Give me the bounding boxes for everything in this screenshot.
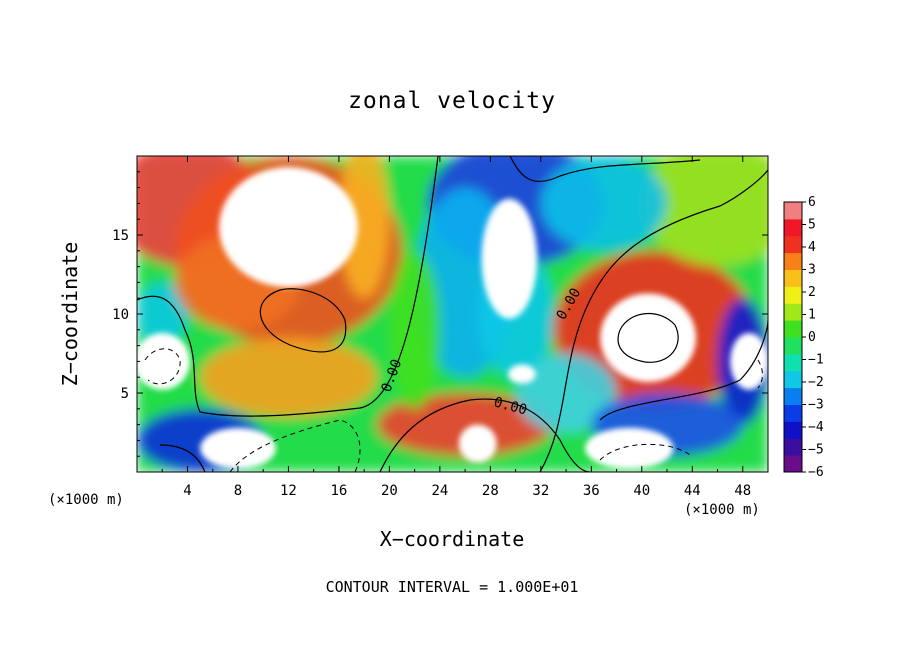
colorbar-tick-label: 3 bbox=[808, 263, 816, 278]
colorbar-tick-label: 6 bbox=[808, 195, 816, 210]
colorbar-tick-label: −6 bbox=[808, 465, 824, 480]
colorbar-tick-label: −5 bbox=[808, 443, 824, 458]
colorbar-swatch bbox=[784, 455, 802, 473]
x-tick-label: 48 bbox=[734, 483, 751, 499]
colorbar-tick-label: 0 bbox=[808, 330, 816, 345]
y-tick-label: 5 bbox=[121, 386, 129, 402]
colorbar-swatch bbox=[784, 353, 802, 372]
chart-title: zonal velocity bbox=[348, 88, 556, 114]
contour-line bbox=[379, 398, 591, 472]
x-tick-label: 36 bbox=[583, 483, 600, 499]
contour-line bbox=[259, 288, 347, 353]
colorbar-swatch bbox=[784, 303, 802, 321]
colorbar-swatch bbox=[784, 438, 802, 456]
saturated-blob bbox=[730, 332, 768, 390]
x-axis-label: X−coordinate bbox=[379, 527, 525, 551]
saturated-blob bbox=[458, 424, 497, 463]
x-unit-label-left: (×1000 m) bbox=[48, 492, 124, 508]
colorbar-tick-label: 1 bbox=[808, 308, 816, 323]
saturated-blob bbox=[137, 332, 190, 390]
saturated-blob bbox=[600, 293, 697, 382]
x-tick-label: 24 bbox=[431, 483, 448, 499]
contour-line-negative bbox=[229, 419, 361, 472]
saturated-blob bbox=[219, 167, 358, 288]
colorbar-tick-label: −2 bbox=[808, 375, 824, 390]
colorbar-swatch bbox=[784, 202, 802, 220]
colorbar-tick-label: 2 bbox=[808, 285, 816, 300]
saturated-blob bbox=[200, 427, 276, 469]
colorbar-tick-label: −1 bbox=[808, 353, 824, 368]
contour-line bbox=[539, 169, 768, 472]
field-blob bbox=[376, 393, 554, 457]
contour-line bbox=[137, 156, 439, 417]
contour-line bbox=[159, 444, 206, 472]
contour-line bbox=[617, 312, 679, 363]
colorbar-swatch bbox=[784, 269, 802, 287]
x-unit-label-right: (×1000 m) bbox=[684, 502, 760, 518]
x-tick-label: 40 bbox=[633, 483, 650, 499]
field-blob bbox=[540, 156, 668, 251]
colorbar-swatch bbox=[784, 421, 802, 439]
colorbar-tick-label: 5 bbox=[808, 218, 816, 233]
contour-line bbox=[599, 319, 768, 421]
saturated-blob bbox=[508, 364, 536, 384]
contour-line-negative bbox=[599, 443, 691, 461]
zero-contours bbox=[137, 156, 768, 472]
colorbar-swatch bbox=[784, 370, 802, 389]
colorbar-tick-label: −3 bbox=[808, 398, 824, 413]
x-tick-label: 8 bbox=[234, 483, 242, 499]
field-blob bbox=[137, 282, 188, 346]
colorbar-tick-label: 4 bbox=[808, 240, 816, 255]
x-tick-label: 12 bbox=[280, 483, 297, 499]
x-tick-label: 28 bbox=[482, 483, 499, 499]
x-tick-label: 32 bbox=[532, 483, 549, 499]
colorbar-swatch bbox=[784, 286, 802, 304]
field-blob bbox=[515, 353, 617, 433]
saturated-blob bbox=[585, 427, 674, 469]
saturated-regions bbox=[137, 167, 768, 469]
x-tick-label: 20 bbox=[381, 483, 398, 499]
contour-line-negative bbox=[757, 359, 763, 389]
colorbar-swatch bbox=[784, 320, 802, 338]
colorbar-swatch bbox=[784, 235, 802, 254]
saturated-blob bbox=[481, 198, 538, 319]
field-blob bbox=[389, 250, 440, 409]
field-base bbox=[137, 156, 768, 472]
y-axis-label: Z−coordinate bbox=[58, 241, 82, 387]
colorbar-swatch bbox=[784, 404, 802, 422]
y-tick-label: 10 bbox=[112, 307, 129, 323]
colorbar-tick-label: −4 bbox=[808, 420, 824, 435]
x-tick-label: 16 bbox=[330, 483, 347, 499]
colorbar-swatch bbox=[784, 337, 802, 355]
colorbar-swatch bbox=[784, 252, 802, 270]
y-tick-label: 15 bbox=[112, 228, 129, 244]
colorbar-swatch bbox=[784, 387, 802, 405]
field-blob bbox=[338, 156, 390, 299]
x-tick-label: 4 bbox=[183, 483, 191, 499]
field-blob bbox=[200, 337, 377, 417]
x-tick-label: 44 bbox=[684, 483, 701, 499]
colorbar: 6 5 4 3 2 1 0 −1 −2 −3 −4 −5 −6 bbox=[783, 195, 824, 480]
contour-line bbox=[509, 156, 701, 182]
velocity-field bbox=[137, 156, 768, 472]
colorbar-swatch bbox=[784, 218, 802, 237]
contour-interval-note: CONTOUR INTERVAL = 1.000E+01 bbox=[325, 578, 579, 596]
